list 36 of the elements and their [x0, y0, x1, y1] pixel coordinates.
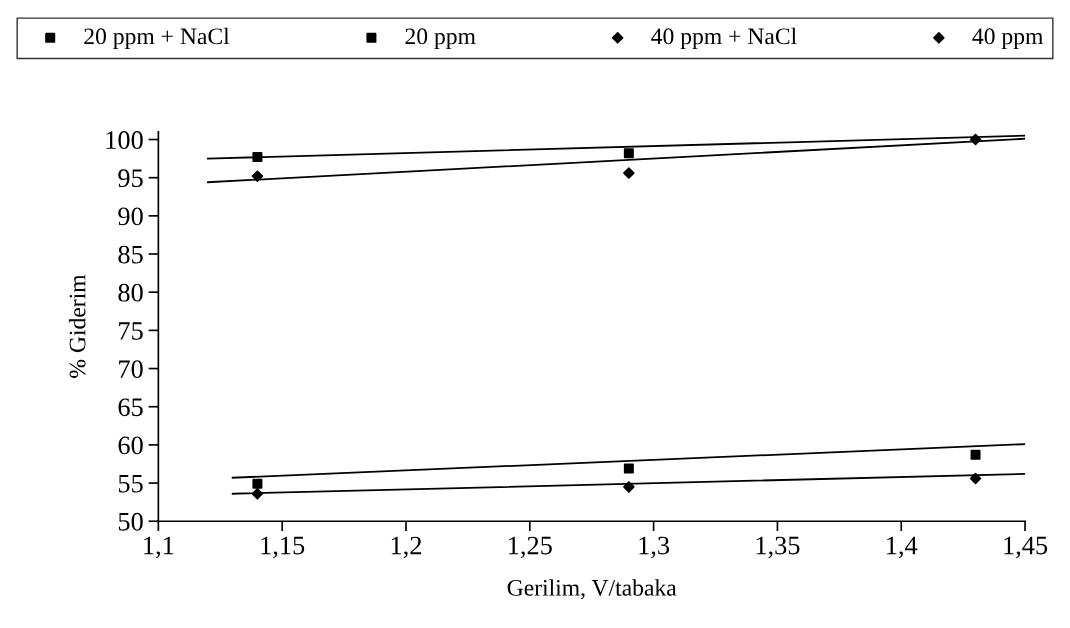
y-tick-label: 65 [118, 398, 143, 417]
x-tick-label: 1,25 [509, 536, 552, 559]
point [252, 478, 263, 489]
legend-label: 20 ppm [405, 28, 476, 50]
y-tick-label: 90 [118, 207, 143, 226]
x-tick-label: 1,45 [1004, 536, 1048, 559]
y-tick-label: 85 [118, 245, 143, 264]
point [623, 148, 634, 159]
x-tick-label: 1,4 [887, 536, 918, 559]
y-tick-label: 55 [118, 474, 143, 493]
y-tick-label: 100 [106, 131, 143, 149]
legend-label: 40 ppm [972, 28, 1044, 50]
point [623, 481, 635, 493]
legend-label: 40 ppm + NaCl [651, 27, 797, 50]
x-axis-title: Gerilim, V/tabaka [507, 579, 677, 600]
x-tick-label: 1,15 [261, 536, 305, 559]
point [623, 167, 635, 179]
point [970, 449, 981, 460]
x-tick-label: 1,35 [756, 536, 800, 559]
x-tick-label: 1,1 [144, 536, 174, 559]
y-tick-label: 80 [118, 283, 143, 302]
y-tick-label: 70 [119, 360, 143, 378]
point [251, 488, 264, 500]
point [251, 170, 264, 182]
y-tick-label: 95 [118, 169, 143, 188]
point [623, 463, 634, 474]
legend-label: 20 ppm + NaCl [84, 27, 230, 50]
point [969, 133, 982, 146]
x-tick-label: 1,2 [391, 536, 422, 559]
point [252, 152, 263, 163]
x-tick-label: 1,3 [639, 536, 670, 559]
y-tick-label: 75 [119, 322, 143, 340]
y-axis-title: % Giderim [68, 274, 86, 378]
y-tick-label: 60 [118, 436, 143, 455]
point [969, 472, 982, 485]
y-tick-label: 50 [118, 512, 143, 531]
